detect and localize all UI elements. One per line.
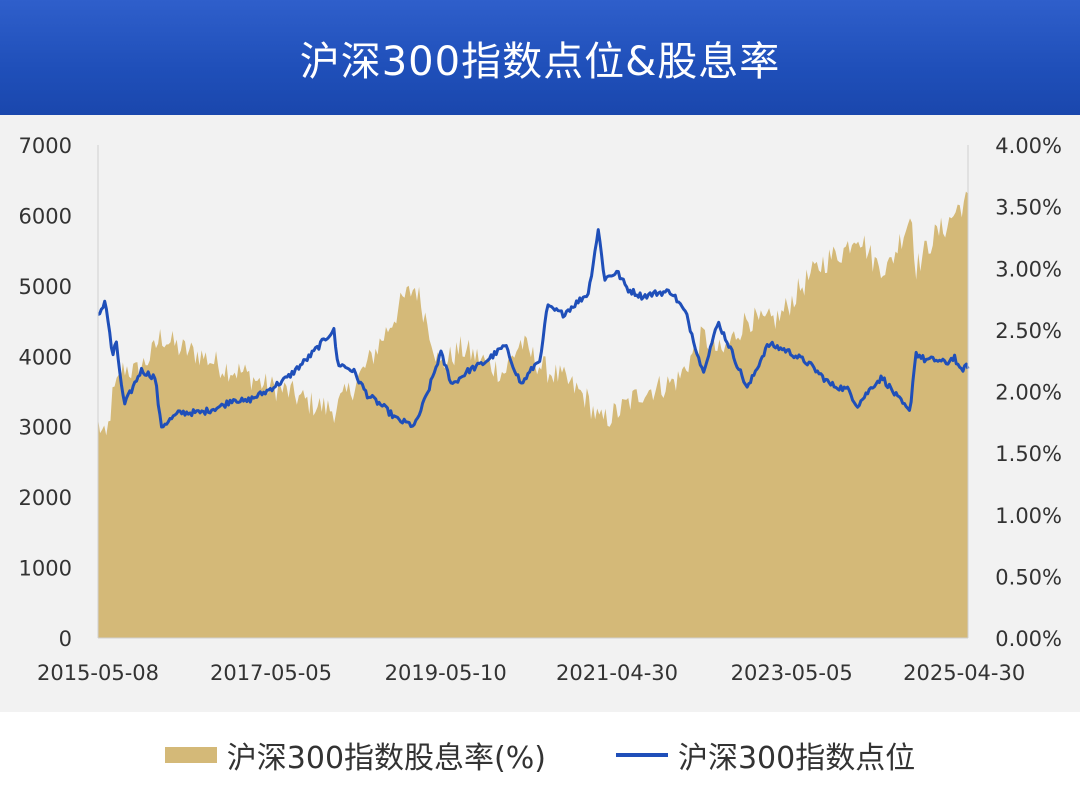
y-right-tick-label: 2.00% <box>995 381 1062 405</box>
y-left-tick-label: 5000 <box>19 275 72 299</box>
y-left-tick-label: 6000 <box>19 204 72 228</box>
y-right-tick-label: 3.50% <box>995 196 1062 220</box>
x-tick-label: 2019-05-10 <box>385 661 507 685</box>
y-right-tick-label: 3.00% <box>995 257 1062 281</box>
y-left-tick-label: 7000 <box>19 134 72 158</box>
index-line-layer <box>97 228 970 429</box>
legend-item-index: 沪深300指数点位 <box>615 733 916 777</box>
index-line <box>97 228 970 429</box>
legend-label-dividend: 沪深300指数股息率(%) <box>226 740 546 776</box>
legend: 沪深300指数股息率(%) 沪深300指数点位 <box>0 712 1080 797</box>
y-left-tick-label: 3000 <box>19 416 72 440</box>
axes: 0 1000 2000 3000 4000 5000 6000 7000 0.00% 0.50% 1… <box>19 134 1062 685</box>
legend-label-index: 沪深300指数点位 <box>677 740 916 776</box>
dividend-area <box>98 191 968 638</box>
y-left-tick-label: 2000 <box>19 486 72 510</box>
title-banner: 沪深300指数点位&股息率 <box>0 0 1080 115</box>
y-left-tick-label: 1000 <box>19 557 72 581</box>
y-left-tick-label: 4000 <box>19 345 72 369</box>
x-tick-label: 2015-05-08 <box>37 661 159 685</box>
y-right-tick-label: 2.50% <box>995 319 1062 343</box>
y-right-tick-label: 1.50% <box>995 442 1062 466</box>
legend-item-dividend: 沪深300指数股息率(%) <box>164 733 546 777</box>
y-right-tick-label: 4.00% <box>995 134 1062 158</box>
chart-title: 沪深300指数点位&股息率 <box>299 38 781 85</box>
dividend-area-layer <box>98 191 968 638</box>
x-tick-label: 2023-05-05 <box>731 661 853 685</box>
y-right-tick-label: 0.50% <box>995 565 1062 589</box>
dividend-swatch <box>164 746 217 763</box>
x-tick-label: 2025-04-30 <box>903 661 1025 685</box>
chart-plot: 0 1000 2000 3000 4000 5000 6000 7000 0.00% 0.50% 1… <box>19 134 1062 685</box>
index-swatch <box>615 752 668 757</box>
y-right-tick-label: 0.00% <box>995 627 1062 651</box>
y-left-tick-label: 0 <box>59 627 72 651</box>
y-right-tick-label: 1.00% <box>995 504 1062 528</box>
x-tick-label: 2017-05-05 <box>210 661 332 685</box>
x-tick-label: 2021-04-30 <box>556 661 678 685</box>
